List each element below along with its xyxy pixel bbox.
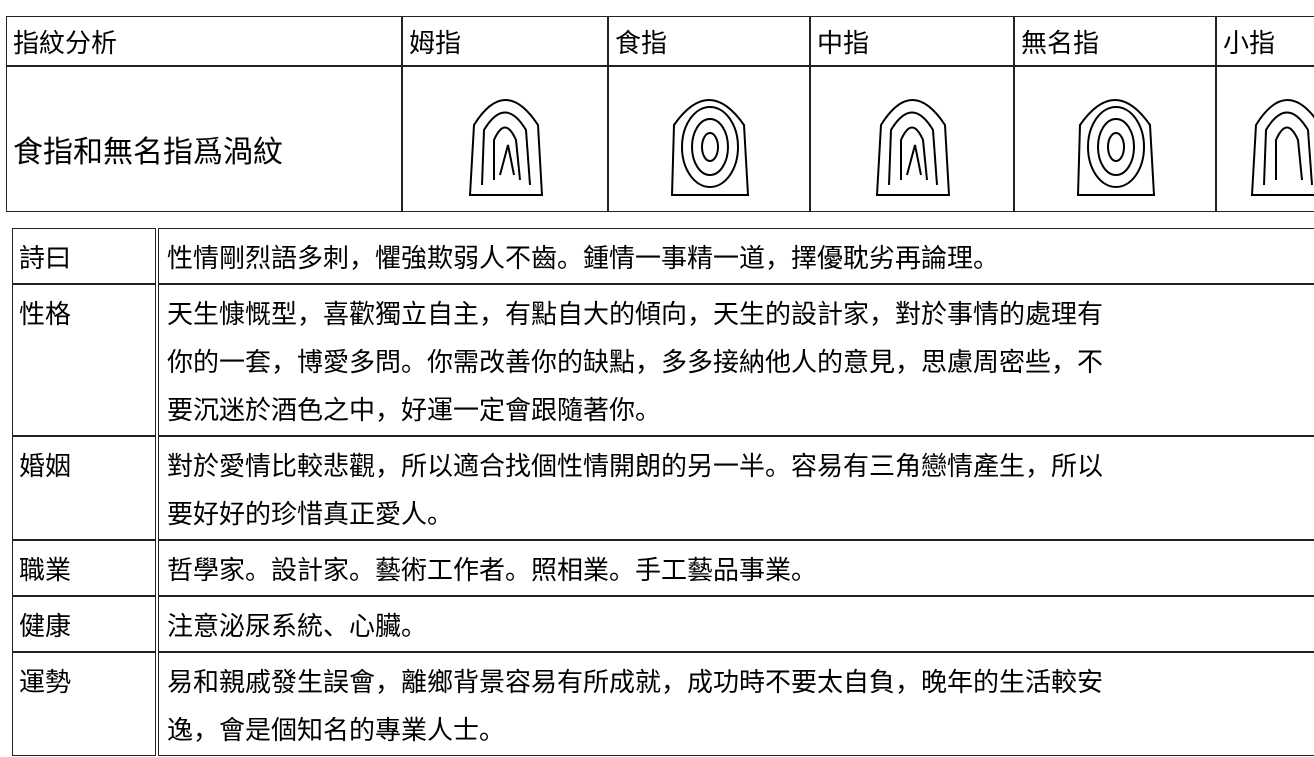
row-label: 職業 bbox=[12, 540, 156, 596]
row-label: 運勢 bbox=[12, 652, 156, 756]
whorl-print bbox=[1076, 99, 1156, 196]
header-cell: 小指 bbox=[1216, 16, 1314, 66]
header-cell: 無名指 bbox=[1014, 16, 1216, 66]
text-line: 逸，會是個知名的專業人士。 bbox=[167, 716, 506, 745]
header-cell: 姆指 bbox=[402, 16, 608, 66]
row-text: 對於愛情比較悲觀，所以適合找個性情開朗的另一半。容易有三角戀情產生，所以 要好好的… bbox=[158, 436, 1314, 540]
print-cell bbox=[402, 66, 608, 212]
text-line: 哲學家。設計家。藝術工作者。照相業。手工藝品事業。 bbox=[167, 556, 818, 585]
text-line: 易和親戚發生誤會，離鄉背景容易有所成就，成功時不要太自負，晚年的生活較安 bbox=[167, 668, 1104, 697]
print-cell bbox=[1014, 66, 1216, 212]
loop-print bbox=[1250, 99, 1314, 196]
row-text: 哲學家。設計家。藝術工作者。照相業。手工藝品事業。 bbox=[158, 540, 1314, 596]
loop-print bbox=[875, 99, 951, 196]
row-text: 注意泌尿系統、心臟。 bbox=[158, 596, 1314, 652]
text-line: 你的一套，博愛多問。你需改善你的缺點，多多接納他人的意見，思慮周密些，不 bbox=[167, 348, 1104, 377]
row-label: 健康 bbox=[12, 596, 156, 652]
print-cell bbox=[608, 66, 810, 212]
header-cell: 指紋分析 bbox=[6, 16, 402, 66]
row-label: 性格 bbox=[12, 284, 156, 436]
row-text: 易和親戚發生誤會，離鄉背景容易有所成就，成功時不要太自負，晚年的生活較安 逸，會是… bbox=[158, 652, 1314, 756]
print-cell bbox=[1216, 66, 1314, 212]
whorl-print bbox=[670, 99, 750, 196]
print-cell bbox=[810, 66, 1014, 212]
row-text: 性情剛烈語多刺，懼強欺弱人不齒。鍾情一事精一道，擇優耽劣再論理。 bbox=[158, 228, 1314, 284]
header-cell: 中指 bbox=[810, 16, 1014, 66]
text-line: 要沉迷於酒色之中，好運一定會跟隨著你。 bbox=[167, 396, 662, 425]
text-line: 天生慷慨型，喜歡獨立自主，有點自大的傾向，天生的設計家，對於事情的處理有 bbox=[167, 300, 1104, 329]
loop-print bbox=[468, 99, 544, 196]
text-line: 要好好的珍惜真正愛人。 bbox=[167, 500, 454, 529]
summary-cell: 食指和無名指爲渦紋 bbox=[6, 66, 402, 212]
row-label: 婚姻 bbox=[12, 436, 156, 540]
text-line: 注意泌尿系統、心臟。 bbox=[167, 612, 428, 641]
text-line: 性情剛烈語多刺，懼強欺弱人不齒。鍾情一事精一道，擇優耽劣再論理。 bbox=[167, 244, 1000, 273]
row-text: 天生慷慨型，喜歡獨立自主，有點自大的傾向，天生的設計家，對於事情的處理有 你的一套… bbox=[158, 284, 1314, 436]
header-cell: 食指 bbox=[608, 16, 810, 66]
text-line: 對於愛情比較悲觀，所以適合找個性情開朗的另一半。容易有三角戀情產生，所以 bbox=[167, 452, 1104, 481]
row-label: 詩曰 bbox=[12, 228, 156, 284]
